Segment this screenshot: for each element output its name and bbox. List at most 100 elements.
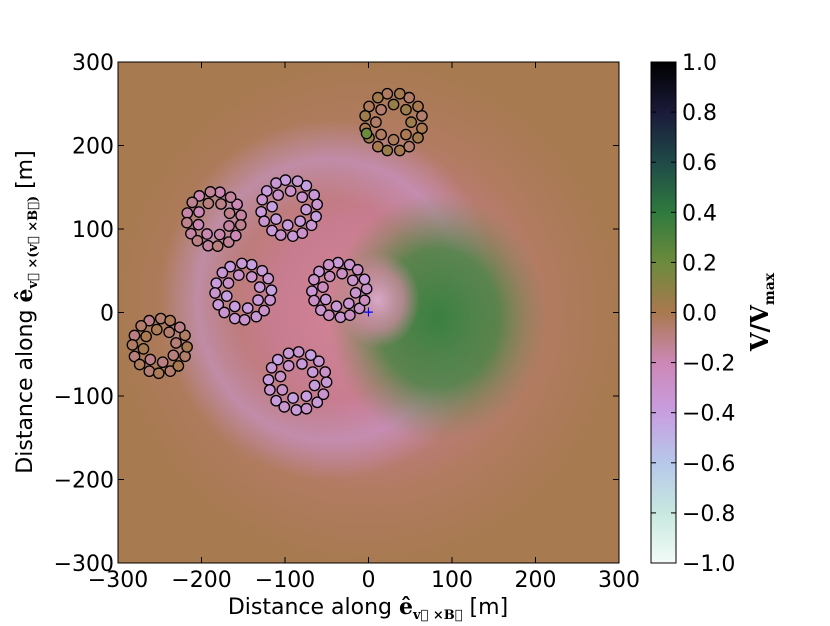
antenna-marker (274, 229, 287, 241)
antenna-marker (313, 355, 325, 368)
x-tick-label: 200 (515, 568, 557, 593)
antenna-marker (192, 218, 205, 231)
antenna-marker (241, 302, 254, 314)
colorbar-tick-label: 0.8 (682, 101, 717, 126)
antenna-marker (250, 310, 263, 323)
antenna-marker (238, 313, 251, 326)
antenna-marker (215, 198, 227, 210)
antenna-marker (222, 277, 235, 289)
antenna-marker (359, 110, 372, 122)
antenna-marker (300, 390, 313, 403)
antenna-marker (270, 177, 282, 189)
antenna-marker (314, 304, 327, 317)
antenna-marker (344, 309, 356, 322)
antenna-marker (152, 367, 165, 380)
y-tick-label: 200 (72, 135, 114, 160)
antenna-marker (256, 193, 269, 206)
antenna-marker (185, 227, 197, 240)
antenna-marker (330, 300, 343, 313)
antenna-marker (234, 219, 247, 231)
antenna-marker (311, 396, 324, 409)
antenna-marker (224, 191, 237, 204)
y-axis-label-sub: v⃗ ×(v⃗ ×B⃗) (26, 196, 41, 290)
y-axis-label: Distance along êv⃗ ×(v⃗ ×B⃗) [m] (12, 150, 41, 473)
antenna-marker (164, 314, 176, 327)
antenna-marker (201, 228, 213, 240)
antenna-marker (349, 286, 362, 299)
antenna-marker (276, 384, 289, 396)
antenna-marker (143, 365, 156, 378)
antenna-marker (245, 270, 258, 283)
antenna-marker-highlight (360, 127, 373, 140)
antenna-marker (300, 402, 313, 415)
x-axis-ticks: −300 −200 −100 0 100 200 300 (88, 62, 640, 593)
antenna-marker (284, 185, 297, 197)
antenna-marker (342, 297, 355, 310)
antenna-marker (370, 116, 382, 128)
x-axis-label-symbol: ê (399, 594, 413, 620)
antenna-marker (223, 207, 236, 220)
antenna-marker (319, 293, 332, 306)
antenna-marker (220, 290, 233, 302)
antenna-marker (193, 206, 205, 218)
antenna-marker (282, 347, 295, 360)
y-tick-label: 300 (72, 51, 114, 76)
antenna-marker (334, 311, 347, 324)
y-axis-label-symbol: ê (12, 289, 38, 303)
antenna-marker (223, 220, 235, 232)
antenna-marker (235, 209, 247, 222)
station-ring-lower-left (126, 312, 193, 380)
y-axis-label-unit: [m] (13, 150, 38, 196)
antenna-marker (140, 330, 152, 343)
antenna-marker (317, 388, 330, 401)
antenna-marker (296, 358, 308, 370)
antenna-marker (317, 281, 329, 293)
antenna-marker (387, 98, 400, 111)
antenna-marker (222, 236, 235, 248)
antenna-marker (256, 264, 269, 277)
antenna-marker (306, 366, 319, 378)
antenna-marker (181, 207, 194, 219)
antenna-marker (214, 186, 226, 199)
antenna-marker (353, 302, 366, 315)
colorbar-tick-label: 0.2 (682, 251, 717, 276)
y-axis-label-main: Distance along (13, 303, 38, 474)
antenna-marker (181, 216, 193, 229)
x-tick-label: 100 (431, 568, 473, 593)
antenna-marker (262, 373, 275, 386)
antenna-marker (236, 257, 248, 270)
antenna-marker (204, 186, 217, 198)
antenna-marker (270, 213, 282, 225)
antenna-marker (229, 229, 242, 242)
antenna-marker (358, 294, 371, 307)
antenna-marker (231, 198, 243, 211)
antenna-marker (211, 240, 224, 252)
antenna-marker (323, 270, 336, 283)
colorbar-tick-label: −1.0 (682, 552, 735, 577)
antenna-marker (387, 133, 400, 146)
antenna-marker (252, 294, 264, 306)
antenna-marker (258, 215, 271, 228)
heatmap (118, 62, 619, 563)
stations-layer (126, 87, 428, 416)
antenna-marker (191, 234, 204, 247)
antenna-marker (393, 87, 406, 100)
antenna-marker (343, 258, 356, 271)
antenna-marker (135, 319, 147, 332)
antenna-marker (405, 116, 418, 128)
x-axis-label-main: Distance along (228, 595, 399, 620)
antenna-marker (137, 343, 150, 355)
antenna-marker (258, 304, 270, 317)
antenna-marker (272, 189, 285, 201)
antenna-marker (218, 306, 231, 319)
antenna-marker (167, 349, 180, 362)
antenna-marker (400, 103, 412, 116)
antenna-marker (179, 350, 191, 363)
colorbar-tick-label: −0.6 (682, 452, 735, 477)
antenna-marker (209, 287, 221, 299)
antenna-marker (154, 312, 167, 325)
antenna-marker (264, 294, 277, 306)
antenna-marker (128, 329, 141, 342)
antenna-marker (292, 346, 305, 358)
x-tick-label: −200 (171, 568, 231, 593)
